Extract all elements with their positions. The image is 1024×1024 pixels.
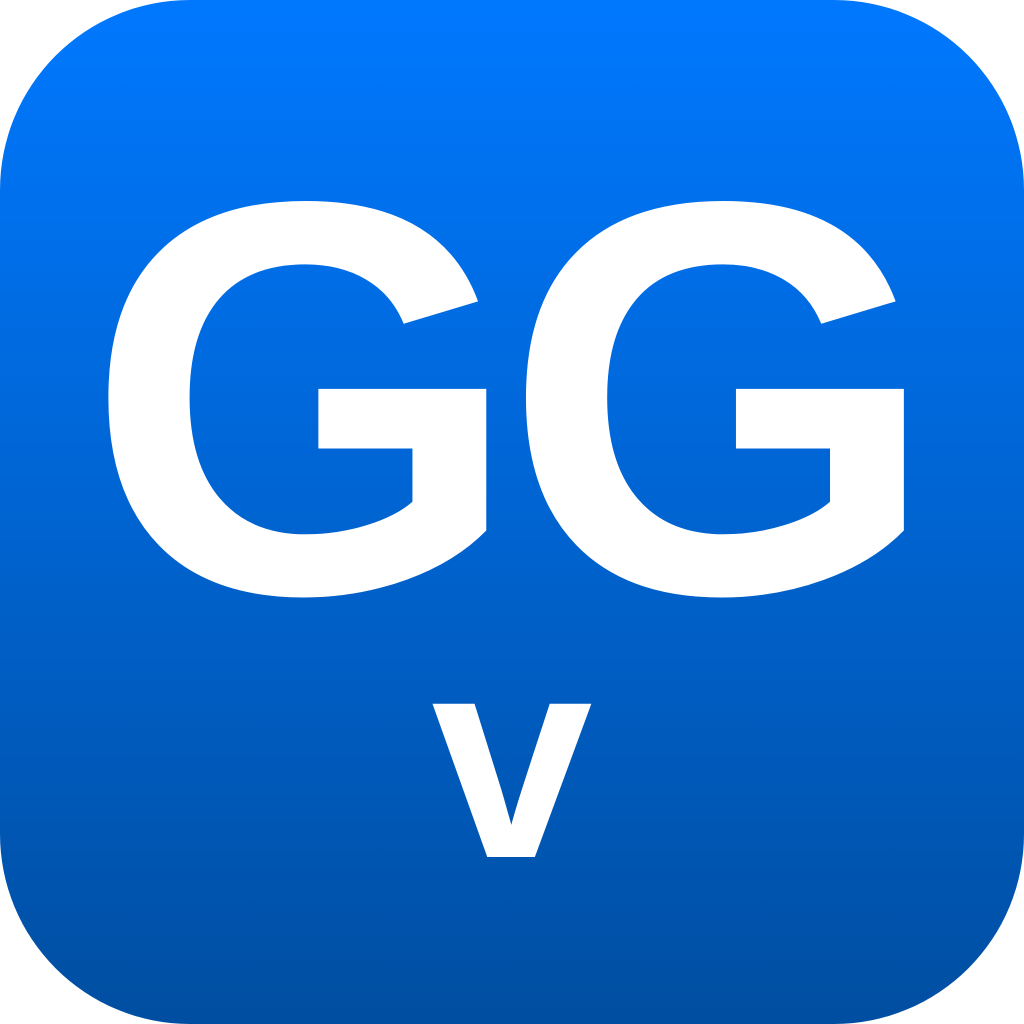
app-icon-primary-text: GG xyxy=(85,85,938,711)
app-icon-secondary-text: v xyxy=(431,595,593,919)
